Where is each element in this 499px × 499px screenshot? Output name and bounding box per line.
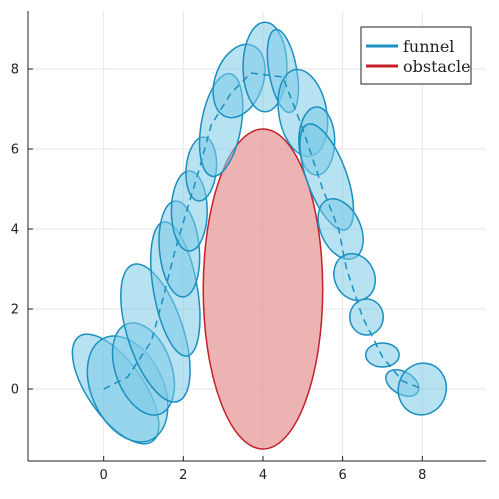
y-tick-label: 0 — [11, 383, 19, 398]
funnel-layer — [71, 21, 448, 445]
x-tick-label: 0 — [100, 468, 108, 483]
obstacle-ellipse — [202, 128, 324, 450]
funnel-ellipse — [364, 342, 400, 368]
x-tick-label: 4 — [259, 468, 267, 483]
y-tick-label: 6 — [11, 143, 19, 158]
y-tick-label: 8 — [11, 63, 19, 78]
legend: funnel obstacle — [360, 26, 472, 85]
y-tick-label: 2 — [11, 303, 19, 318]
axes — [27, 11, 486, 462]
x-tick-label: 8 — [418, 468, 426, 483]
funnel-ellipse — [349, 298, 384, 336]
y-tick-label: 4 — [11, 223, 19, 238]
x-tick-label: 2 — [179, 468, 187, 483]
legend-label-funnel: funnel — [403, 37, 454, 56]
legend-box — [360, 26, 472, 85]
x-tick-label: 6 — [338, 468, 346, 483]
legend-label-obstacle: obstacle — [403, 57, 471, 76]
funnel-ellipse — [397, 362, 448, 416]
obstacle-layer — [202, 128, 324, 450]
funnel-ellipse — [333, 252, 377, 302]
ticks: 0 2 4 6 8 0 2 4 6 8 — [11, 63, 427, 484]
